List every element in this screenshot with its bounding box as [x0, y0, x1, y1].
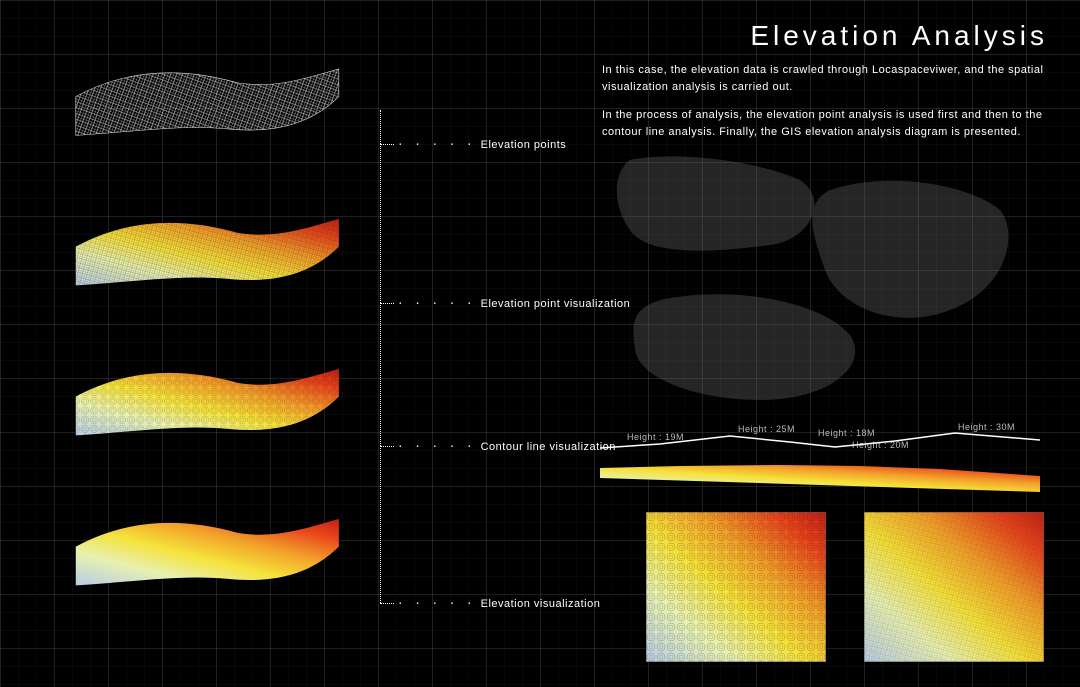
layer-label-text: Contour line visualization: [481, 441, 616, 453]
desc-para-2: In the process of analysis, the elevatio…: [602, 107, 1052, 140]
leader-stub: [380, 144, 394, 145]
elevation-profile: [600, 424, 1040, 494]
layer-label-text: Elevation points: [481, 139, 567, 151]
leader-stub: [380, 303, 394, 304]
thumb-gradient: [864, 512, 1044, 662]
desc-para-1: In this case, the elevation data is craw…: [602, 62, 1052, 95]
leader-line: [380, 144, 381, 303]
label-dots: · · · · ·: [397, 597, 475, 610]
layer-elevation-points: [60, 32, 350, 152]
leader-stub: [380, 446, 394, 447]
layer-label: · · · · · Elevation points: [397, 138, 566, 151]
layer-label-text: Elevation point visualization: [481, 298, 631, 310]
leader-line: [380, 303, 381, 446]
label-dots: · · · · ·: [397, 138, 475, 151]
layer-elevation-viz: [60, 482, 350, 602]
layer-label: · · · · · Elevation point visualization: [397, 297, 630, 310]
leader-stub: [380, 603, 394, 604]
layer-elevation-point-viz: [60, 182, 350, 302]
page-title: Elevation Analysis: [750, 20, 1048, 52]
layer-contour-viz: [60, 332, 350, 452]
leader-line: [380, 446, 381, 603]
description-block: In this case, the elevation data is craw…: [602, 62, 1052, 152]
layer-label: · · · · · Contour line visualization: [397, 440, 616, 453]
layer-label: · · · · · Elevation visualization: [397, 597, 600, 610]
terrain-map: [600, 150, 1030, 410]
thumb-contour: [646, 512, 826, 662]
leader-line: [380, 110, 381, 144]
layer-label-text: Elevation visualization: [481, 598, 601, 610]
label-dots: · · · · ·: [397, 297, 475, 310]
label-dots: · · · · ·: [397, 440, 475, 453]
